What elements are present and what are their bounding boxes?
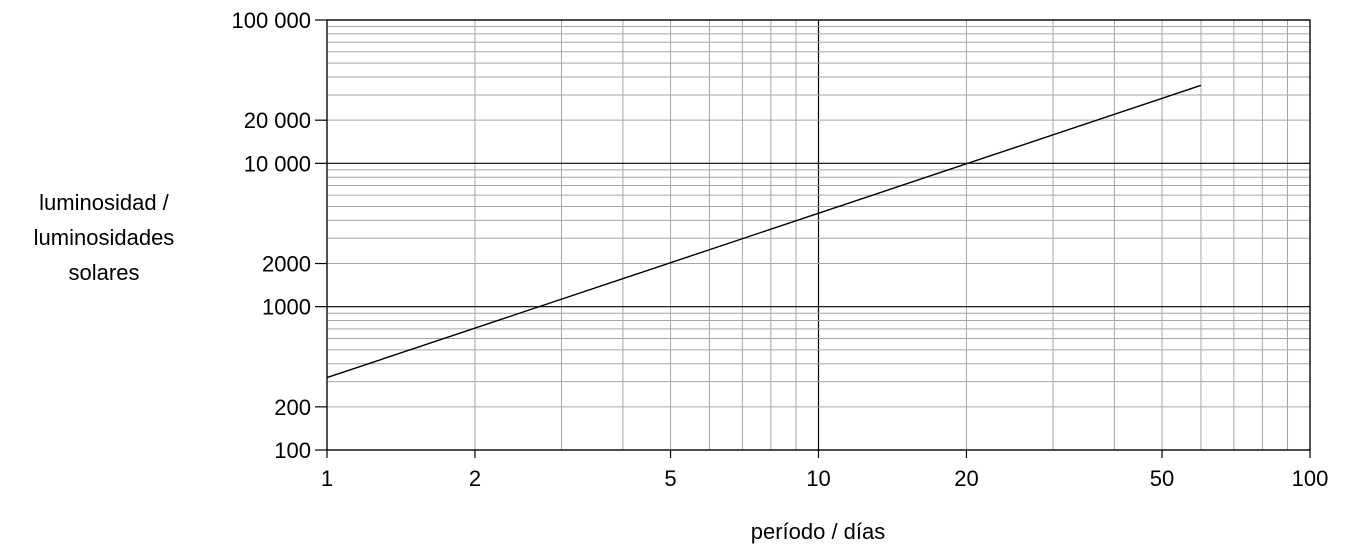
- series: [326, 84, 1202, 379]
- y-tick-label: 2000: [262, 252, 311, 277]
- axes: [315, 19, 1311, 458]
- x-axis-title: período / días: [751, 519, 886, 544]
- x-tick-label: 5: [664, 466, 676, 491]
- y-tick-label: 1000: [262, 295, 311, 320]
- y-tick-label: 20 000: [244, 108, 311, 133]
- y-tick-label: 10 000: [244, 151, 311, 176]
- y-tick-labels: 100 200 1000 2000 10 000 20 000 100 000: [231, 8, 311, 463]
- y-axis-title-line-1: luminosidad /: [39, 190, 170, 215]
- x-tick-label: 20: [954, 466, 978, 491]
- x-tick-label: 2: [469, 466, 481, 491]
- y-tick-label: 200: [274, 395, 311, 420]
- y-axis-title-line-2: luminosidades: [34, 225, 175, 250]
- y-tick-label: 100 000: [231, 8, 311, 33]
- x-tick-label: 50: [1150, 466, 1174, 491]
- x-tick-label: 10: [806, 466, 830, 491]
- grid: [326, 19, 1311, 451]
- y-axis-title-line-3: solares: [69, 260, 140, 285]
- x-tick-label: 1: [321, 466, 333, 491]
- y-tick-label: 100: [274, 438, 311, 463]
- series-line: [326, 84, 1202, 379]
- x-tick-labels: 1 2 5 10 20 50 100: [321, 466, 1328, 491]
- x-tick-label: 100: [1292, 466, 1329, 491]
